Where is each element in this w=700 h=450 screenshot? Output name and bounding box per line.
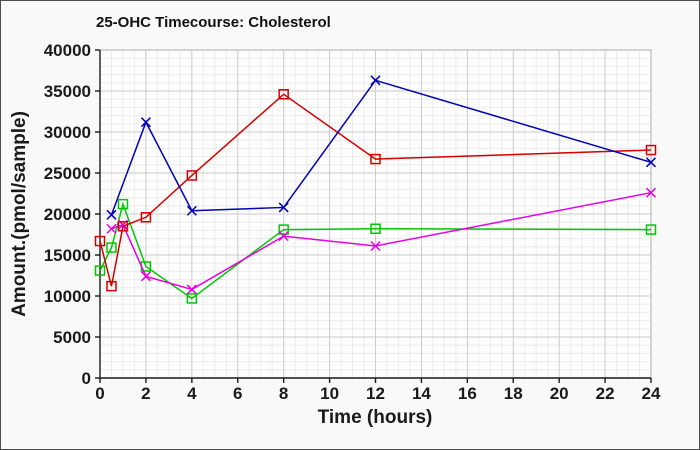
series-magenta-x-marker [370,240,381,252]
y-tick-label: 40000 [44,41,91,60]
y-tick-label: 35000 [44,82,91,101]
series-magenta-x-marker [278,231,289,242]
x-tick-label: 6 [233,384,242,403]
x-tick-label: 2 [141,384,150,403]
series-green-squares-marker [94,265,106,276]
x-axis-title: Time (hours) [318,407,433,428]
chart-title: 25-OHC Timecourse: Cholesterol [96,14,331,31]
series-green-squares-marker [106,242,117,253]
y-tick-label: 25000 [44,164,91,183]
y-axis-title: Amount.(pmol/sample) [9,111,30,317]
y-tick-label: 30000 [44,123,91,142]
x-tick-label: 24 [642,384,661,403]
series-green-squares-marker [645,224,657,235]
x-tick-label: 16 [458,384,477,403]
x-tick-label: 14 [412,384,431,403]
series-red-squares-marker [278,89,289,100]
x-tick-label: 4 [187,384,197,403]
series-red-squares-marker [140,212,152,223]
y-tick-label: 10000 [44,287,91,306]
series-blue-x-marker [186,205,197,216]
series-red-squares-marker [186,170,198,181]
series-red-squares-marker [117,221,129,232]
series-magenta-x-marker [186,284,197,295]
series-magenta-x-marker [106,223,117,234]
series-green-squares-marker [370,223,381,235]
x-tick-label: 18 [504,384,523,403]
x-tick-label: 10 [320,384,339,403]
series-green-squares-marker [117,198,129,210]
series-blue-x-marker [645,157,657,168]
series-red-squares-marker [94,235,106,247]
x-tick-label: 22 [596,384,615,403]
y-tick-label: 15000 [44,246,91,265]
x-tick-label: 0 [95,384,104,403]
series-blue-x-marker [370,75,381,86]
series-magenta-x-marker [645,187,657,198]
series-red-squares-marker [645,144,657,156]
series-red-squares-marker [106,280,117,292]
series-blue-x-marker [106,209,117,220]
series-green-squares-marker [186,293,198,304]
plot-frame [100,49,652,378]
x-tick-label: 20 [550,384,569,403]
series-blue-x-line [110,79,652,216]
series-green-squares-marker [278,224,289,235]
series-blue-x-marker [140,117,151,128]
x-tick-label: 12 [366,384,385,403]
series-red-squares-line [99,93,652,287]
x-tick-label: 8 [279,384,288,403]
y-tick-label: 5000 [53,328,91,347]
series-blue-x-marker [278,202,289,213]
y-tick-label: 0 [82,369,91,388]
series-red-squares-marker [370,153,381,165]
y-tick-label: 20000 [44,205,91,224]
series-magenta-x-marker [140,271,151,282]
